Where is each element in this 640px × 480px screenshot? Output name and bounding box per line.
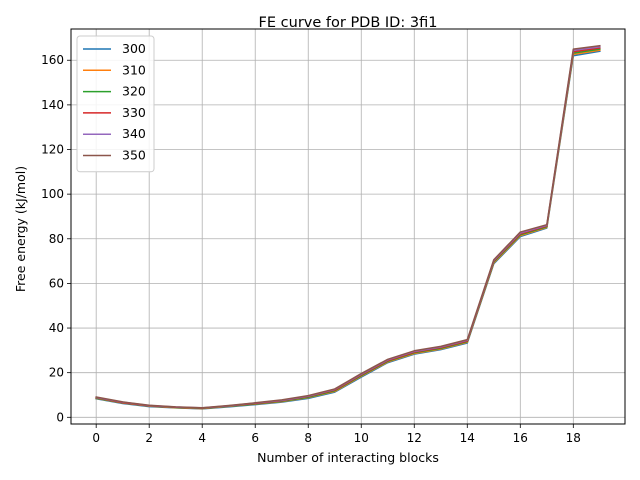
series-line-350 — [95, 44, 601, 409]
legend: 300 310 320 330 340 350 — [76, 35, 155, 173]
x-tick-label: 18 — [566, 431, 581, 445]
legend-label-310: 310 — [122, 62, 146, 77]
y-tick-label: 160 — [41, 53, 64, 67]
x-tick-label: 6 — [251, 431, 259, 445]
y-tick-label: 140 — [41, 98, 64, 112]
series-lines — [95, 44, 601, 410]
y-tick-label: 100 — [41, 187, 64, 201]
y-tick-label: 80 — [49, 232, 64, 246]
y-tick-label: 40 — [49, 321, 64, 335]
chart-title: FE curve for PDB ID: 3fi1 — [259, 15, 438, 31]
x-axis-label: Number of interacting blocks — [257, 450, 439, 465]
y-tick-label: 120 — [41, 143, 64, 157]
legend-label-300: 300 — [122, 41, 146, 56]
grid — [71, 29, 625, 424]
legend-label-330: 330 — [122, 105, 146, 120]
y-axis-label: Free energy (kJ/mol) — [13, 166, 28, 292]
x-tick-label: 2 — [145, 431, 153, 445]
x-tick-label: 8 — [304, 431, 312, 445]
y-tick-label: 20 — [49, 366, 64, 380]
x-tick-label: 14 — [460, 431, 475, 445]
x-tick-label: 0 — [92, 431, 100, 445]
legend-label-350: 350 — [122, 148, 146, 163]
legend-label-340: 340 — [122, 126, 146, 141]
x-tick-label: 10 — [354, 431, 369, 445]
y-tick-label: 0 — [56, 410, 64, 424]
plot-frame — [70, 28, 626, 425]
x-tick-label: 12 — [407, 431, 422, 445]
y-tick-label: 60 — [49, 276, 64, 290]
x-tick-label: 4 — [198, 431, 206, 445]
legend-label-320: 320 — [122, 84, 146, 99]
axis-ticks: 0 2 4 6 8 10 12 14 16 18 0 20 40 60 80 100 120 140 160 — [41, 53, 581, 445]
x-tick-label: 16 — [513, 431, 528, 445]
